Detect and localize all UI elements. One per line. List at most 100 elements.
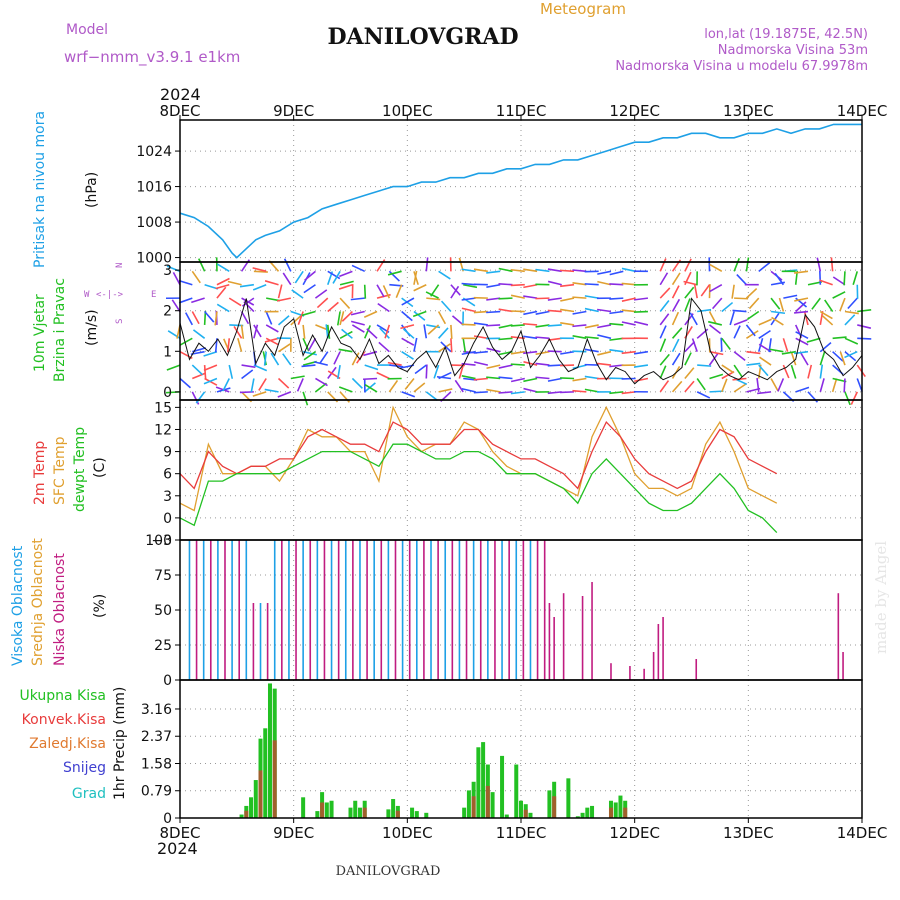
wind-arrow bbox=[709, 284, 723, 293]
wind-arrow bbox=[401, 351, 414, 360]
wind-arrow bbox=[671, 380, 683, 393]
wind-arrow bbox=[426, 324, 441, 329]
wind-arrow bbox=[387, 270, 402, 276]
compass-w: W bbox=[84, 290, 90, 300]
wind-arrow bbox=[264, 388, 279, 393]
wind-arrow bbox=[832, 276, 846, 286]
wind-arrow bbox=[192, 329, 206, 339]
wind-arrow bbox=[746, 310, 760, 321]
precip-bar bbox=[566, 778, 571, 818]
wind-arrow bbox=[671, 338, 680, 353]
y-tick-label-precip: 0 bbox=[163, 811, 172, 827]
wind-arrow bbox=[253, 324, 262, 338]
wind-arrow bbox=[819, 342, 832, 353]
wind-arrow bbox=[756, 377, 760, 392]
wind-arrow bbox=[314, 289, 328, 299]
wind-arrow bbox=[413, 271, 419, 285]
wind-arrow bbox=[414, 364, 427, 375]
model-elevation-label: Nadmorska Visina u modelu 67.9978m bbox=[615, 59, 868, 74]
wind-arrow bbox=[215, 386, 230, 393]
wind-arrow bbox=[338, 348, 353, 353]
wind-arrow bbox=[510, 283, 525, 287]
sfc-temp-line bbox=[179, 405, 778, 512]
wind-arrow bbox=[458, 364, 464, 379]
precip-bar bbox=[476, 747, 481, 818]
dewpt-line bbox=[179, 443, 778, 534]
wind-arrow bbox=[857, 309, 872, 313]
wind-arrow bbox=[384, 324, 391, 339]
wind-arrow bbox=[671, 298, 681, 312]
wind-arrow bbox=[684, 380, 695, 393]
wind-arrow bbox=[474, 361, 489, 366]
wind-arrow bbox=[364, 383, 378, 393]
wind-arrow bbox=[572, 334, 587, 340]
wind-arrow bbox=[473, 391, 488, 394]
precip-bar bbox=[263, 728, 268, 818]
wind-arrow bbox=[819, 378, 825, 393]
wind-arrow bbox=[844, 337, 859, 345]
wind-arrow bbox=[734, 297, 749, 300]
x-tick-top-label: 10DEC bbox=[382, 102, 433, 120]
temp-2m-line bbox=[179, 420, 778, 490]
wind-arrow bbox=[191, 270, 201, 284]
wind-arrow bbox=[770, 378, 779, 392]
wind-arrow bbox=[584, 336, 599, 340]
wind-arrow bbox=[597, 324, 612, 329]
wind-arrow bbox=[523, 335, 538, 340]
wind-arrow bbox=[203, 364, 218, 372]
wind-arrow bbox=[179, 377, 192, 389]
compass-e: E bbox=[151, 290, 156, 300]
wind-arrow bbox=[800, 352, 809, 366]
wind-arrow bbox=[560, 269, 575, 273]
wind-arrow bbox=[634, 377, 649, 383]
conv-precip-bar bbox=[258, 770, 263, 818]
wind-arrow bbox=[795, 386, 810, 393]
wind-arrow bbox=[290, 375, 305, 380]
wind-arrow bbox=[684, 352, 692, 366]
precip-bar bbox=[462, 807, 467, 818]
wind-arrow bbox=[821, 314, 834, 326]
wind-arrow bbox=[437, 327, 449, 339]
wind-arrow bbox=[265, 324, 279, 333]
wind-arrow bbox=[473, 350, 488, 354]
wind-arrow bbox=[264, 337, 279, 343]
wind-arrow bbox=[758, 329, 771, 339]
wind-arrow bbox=[824, 299, 834, 312]
wind-arrow bbox=[609, 391, 624, 395]
wind-arrow bbox=[498, 376, 513, 380]
wind-arrow bbox=[498, 308, 513, 313]
pressure-unit: (hPa) bbox=[84, 172, 100, 208]
wind-arrow bbox=[216, 303, 230, 313]
wind-arrow bbox=[510, 294, 525, 299]
wind-arrow bbox=[433, 364, 440, 379]
x-tick-top-label: 14DEC bbox=[837, 102, 888, 120]
wind-arrow bbox=[769, 348, 784, 353]
wind-arrow bbox=[782, 364, 790, 379]
wind-arrow bbox=[461, 268, 476, 273]
precip-bar bbox=[424, 812, 429, 818]
wind-arrow bbox=[609, 322, 624, 326]
precip-legend-total: Ukupna Kisa bbox=[19, 688, 106, 704]
wind-arrow bbox=[239, 283, 254, 288]
wind-arrow bbox=[498, 283, 513, 286]
wind-arrow bbox=[671, 352, 681, 366]
x-tick-bottom-label: 9DEC bbox=[273, 824, 314, 842]
wind-arrow bbox=[844, 350, 858, 359]
wind-arrow bbox=[572, 296, 587, 299]
wind-arrow bbox=[560, 391, 575, 394]
wind-arrow bbox=[258, 378, 267, 391]
wind-arrow bbox=[745, 287, 758, 299]
temp-unit: (C) bbox=[92, 457, 108, 478]
wind-arrow bbox=[758, 318, 772, 326]
wind-arrow bbox=[708, 311, 717, 325]
watermark: made by Angel bbox=[872, 541, 890, 654]
wind-arrow bbox=[671, 311, 680, 326]
wind-arrow bbox=[296, 378, 304, 392]
wind-arrow bbox=[461, 323, 476, 326]
y-tick-label-temperature: −3 bbox=[151, 533, 172, 549]
wind-arrow bbox=[621, 297, 636, 302]
wind-arrow bbox=[729, 311, 735, 326]
cloud-unit: (%) bbox=[92, 594, 108, 618]
wind-arrow bbox=[770, 310, 786, 315]
